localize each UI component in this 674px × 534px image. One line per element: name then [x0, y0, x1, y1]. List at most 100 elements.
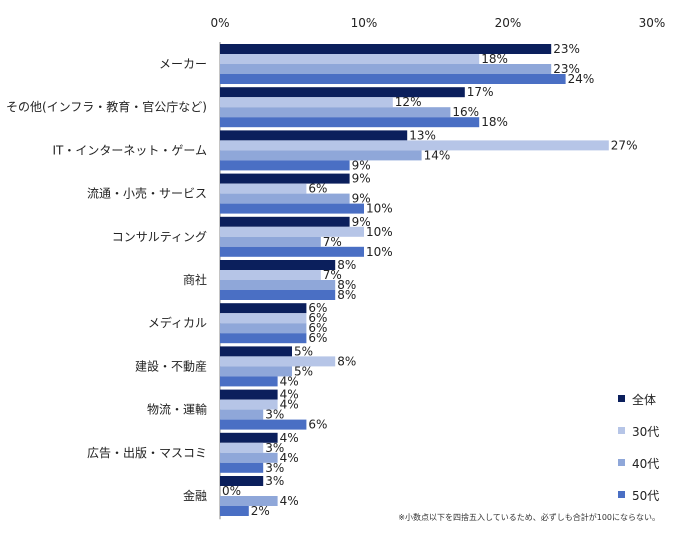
bar — [220, 54, 480, 64]
bar — [220, 203, 364, 214]
bar — [220, 216, 350, 227]
bar — [220, 44, 552, 54]
bar — [220, 333, 307, 344]
bar — [220, 270, 321, 280]
category-label: メディカル — [148, 315, 207, 330]
category-label: 商社 — [183, 272, 207, 287]
bar — [220, 442, 264, 453]
category-label: 流通・小売・サービス — [87, 186, 207, 201]
value-label: 27% — [611, 138, 638, 152]
x-tick-label: 20% — [495, 16, 522, 30]
category-label: 建設・不動産 — [135, 358, 207, 373]
value-label: 3% — [265, 461, 284, 475]
bar — [220, 376, 278, 387]
bar — [220, 290, 336, 300]
value-label: 24% — [568, 72, 595, 86]
value-label: 9% — [352, 192, 371, 206]
value-label: 13% — [409, 128, 436, 142]
bar — [220, 303, 307, 314]
bar — [220, 476, 264, 486]
category-label: 広告・出版・マスコミ — [87, 446, 207, 460]
value-label: 3% — [265, 441, 284, 455]
value-label: 6% — [308, 311, 327, 325]
value-label: 4% — [280, 494, 299, 508]
value-label: 8% — [337, 278, 356, 292]
bar — [220, 64, 552, 74]
bar — [220, 366, 292, 377]
value-label: 8% — [337, 288, 356, 302]
category-label: コンサルティング — [112, 230, 207, 244]
value-label: 4% — [280, 374, 299, 388]
value-label: 4% — [280, 451, 299, 465]
value-label: 6% — [308, 182, 327, 196]
value-label: 9% — [352, 158, 371, 172]
x-tick-label: 0% — [210, 16, 229, 30]
bar — [220, 74, 566, 84]
bar — [220, 160, 350, 171]
value-label: 14% — [424, 148, 451, 162]
value-label: 5% — [294, 364, 313, 378]
value-label: 17% — [467, 85, 494, 99]
bar — [220, 87, 465, 98]
bar — [220, 419, 307, 430]
bar — [220, 409, 264, 420]
bar — [220, 260, 336, 270]
value-label: 3% — [265, 408, 284, 422]
value-label: 7% — [323, 268, 342, 282]
footnote: ※小数点以下を四捨五入しているため、必ずしも合計が100にならない。 — [398, 513, 660, 522]
bar — [220, 150, 422, 161]
value-label: 4% — [280, 431, 299, 445]
value-label: 9% — [352, 215, 371, 229]
bar — [220, 183, 307, 194]
value-label: 9% — [352, 172, 371, 186]
value-label: 10% — [366, 245, 393, 259]
category-label: その他(インフラ・教育・官公庁など) — [6, 99, 207, 114]
bar — [220, 236, 321, 247]
bar — [220, 496, 278, 506]
value-label: 3% — [265, 474, 284, 488]
value-label: 16% — [452, 105, 479, 119]
value-label: 4% — [280, 398, 299, 412]
bar — [220, 193, 350, 204]
legend-label: 30代 — [632, 425, 659, 439]
bar — [220, 173, 350, 184]
value-label: 23% — [553, 42, 580, 56]
bar — [220, 323, 307, 334]
bar — [220, 462, 264, 473]
legend-swatch — [618, 427, 625, 434]
value-label: 10% — [366, 225, 393, 239]
category-label: IT・インターネット・ゲーム — [52, 143, 207, 157]
bar — [220, 452, 278, 463]
bar — [220, 399, 278, 410]
bar — [220, 280, 336, 290]
x-tick-label: 30% — [639, 16, 666, 30]
bar — [220, 389, 278, 400]
bar — [220, 246, 364, 257]
category-label: 金融 — [183, 488, 207, 503]
bar — [220, 130, 408, 141]
legend-swatch — [618, 491, 625, 498]
bar — [220, 117, 480, 128]
value-label: 18% — [481, 52, 508, 66]
bar — [220, 97, 393, 108]
bar — [220, 506, 249, 516]
legend-label: 全体 — [632, 392, 656, 407]
value-label: 12% — [395, 95, 422, 109]
legend-label: 50代 — [632, 489, 659, 503]
bar — [220, 140, 609, 151]
value-label: 10% — [366, 202, 393, 216]
category-label: メーカー — [159, 57, 207, 71]
value-label: 6% — [308, 321, 327, 335]
value-label: 0% — [222, 484, 241, 498]
value-label: 6% — [308, 418, 327, 432]
value-label: 23% — [553, 62, 580, 76]
bar — [220, 432, 278, 443]
legend-swatch — [618, 459, 625, 466]
bar — [220, 346, 292, 357]
x-tick-label: 10% — [351, 16, 378, 30]
bar — [220, 313, 307, 324]
bar — [220, 107, 451, 118]
value-label: 8% — [337, 354, 356, 368]
value-label: 2% — [251, 504, 270, 518]
value-label: 5% — [294, 344, 313, 358]
